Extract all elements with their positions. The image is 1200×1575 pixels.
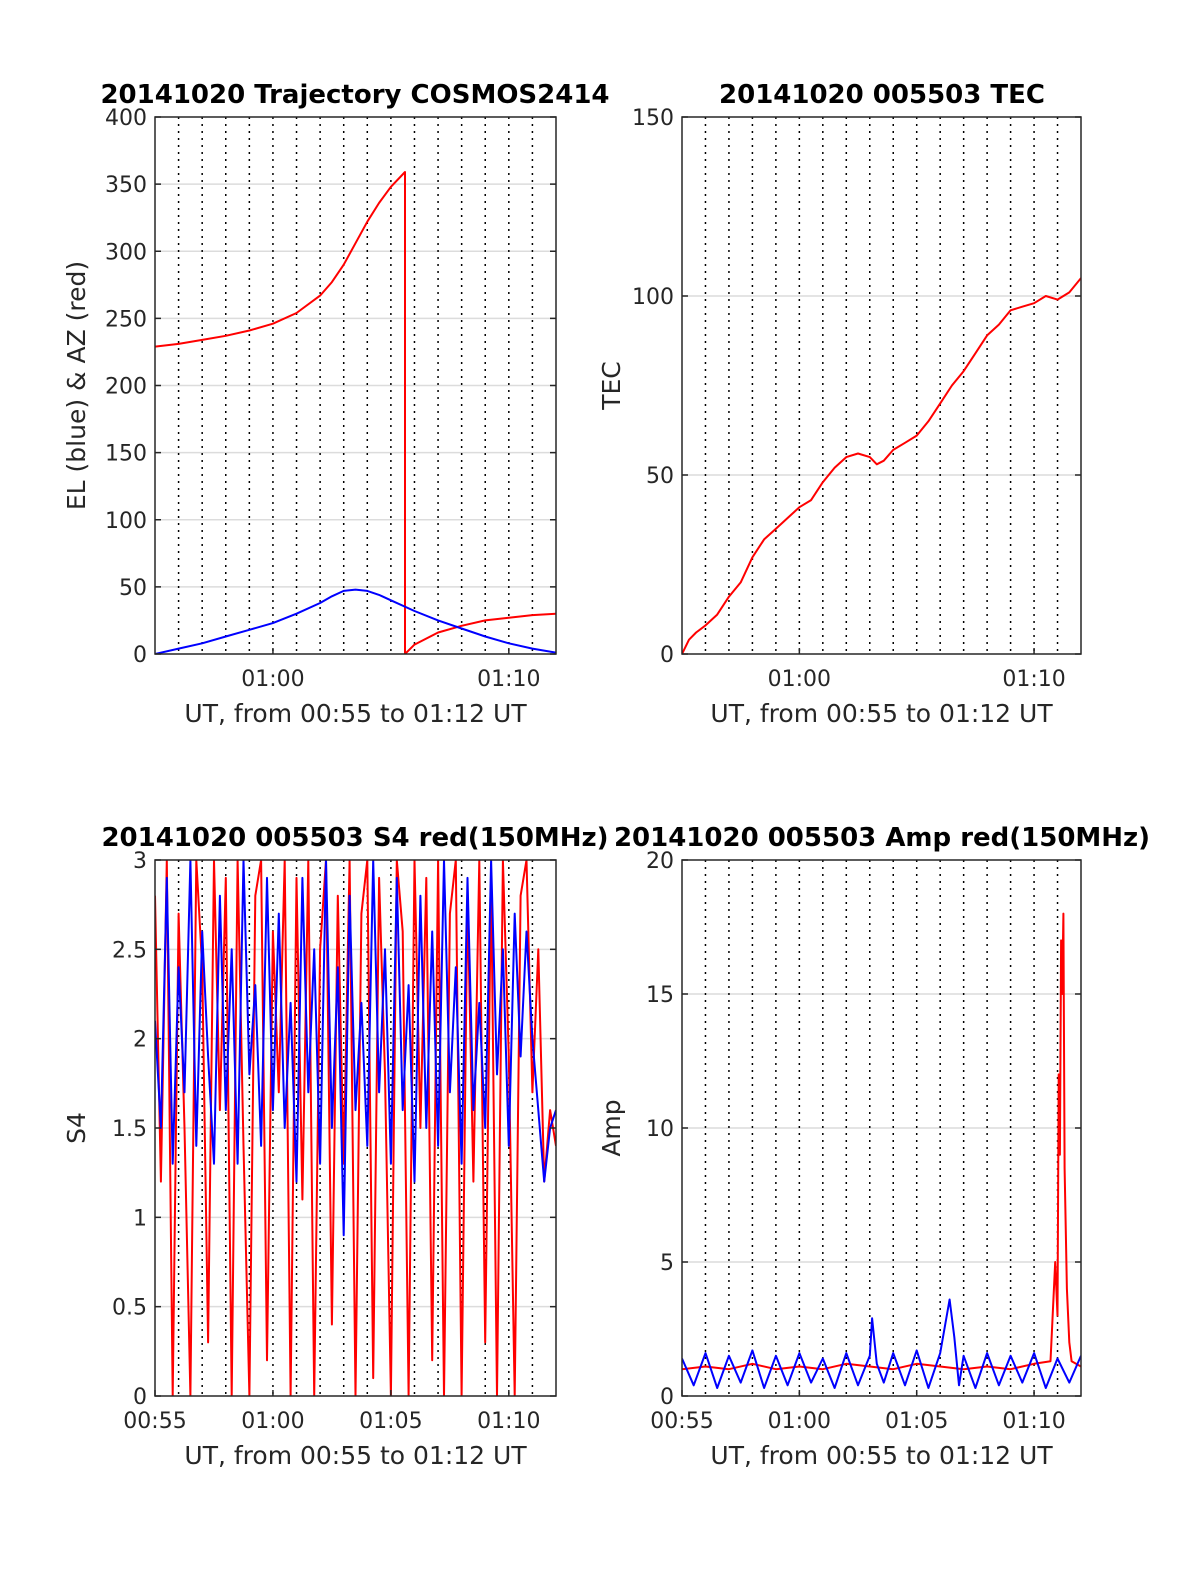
tec-ytick-label: 50 [646,464,674,489]
s4-ylabel: S4 [62,1112,91,1144]
tec-xtick-label: 01:10 [1002,667,1065,692]
s4-xtick-label: 01:05 [359,1409,422,1434]
trajectory-series-1 [155,588,556,654]
amp-title: 20141020 005503 Amp red(150MHz) [614,823,1150,853]
tec-ylabel: TEC [597,361,626,411]
s4-xlabel: UT, from 00:55 to 01:12 UT [184,1441,527,1470]
s4-xtick-label: 01:00 [241,1409,304,1434]
s4-ytick-label: 0.5 [112,1296,147,1321]
s4-xtick-label: 01:10 [477,1409,540,1434]
s4-ytick-label: 0 [133,1385,147,1410]
amp-xtick-label: 01:05 [885,1409,948,1434]
trajectory-title: 20141020 Trajectory COSMOS2414 [100,80,609,110]
s4-ytick-label: 1 [133,1206,147,1231]
s4-series-1 [155,860,556,1237]
tec-title: 20141020 005503 TEC [719,80,1045,110]
s4-series-0 [155,860,556,1396]
trajectory-ytick-label: 250 [105,307,147,332]
tec-ytick-label: 100 [632,285,674,310]
s4-title: 20141020 005503 S4 red(150MHz) [101,823,608,853]
tec-xlabel: UT, from 00:55 to 01:12 UT [710,699,1053,728]
trajectory-xtick-label: 01:00 [241,667,304,692]
tec-chart: 0 50 100 150 01:00 01:10 20141020 005503 TEC UT… [597,80,1082,728]
amp-xtick-label: 01:10 [1002,1409,1065,1434]
tec-ytick-label: 150 [632,106,674,131]
amp-chart: 0 5 10 15 20 00:55 01:00 01:05 01:10 20141020 005… [597,823,1150,1470]
s4-ytick-label: 2 [133,1028,147,1053]
amp-ytick-label: 0 [660,1385,674,1410]
amp-xtick-label: 00:55 [650,1409,713,1434]
s4-ytick-label: 3 [133,849,147,874]
trajectory-ytick-label: 50 [119,576,147,601]
trajectory-ytick-label: 0 [133,643,147,668]
trajectory-xtick-label: 01:10 [477,667,540,692]
amp-xlabel: UT, from 00:55 to 01:12 UT [710,1441,1053,1470]
tec-series-0 [682,277,1081,654]
s4-ytick-label: 2.5 [112,938,147,963]
trajectory-xlabel: UT, from 00:55 to 01:12 UT [184,699,527,728]
amp-series-0 [682,912,1081,1371]
tec-xtick-label: 01:00 [768,667,831,692]
amp-ytick-label: 5 [660,1251,674,1276]
trajectory-ytick-label: 100 [105,509,147,534]
trajectory-series-0 [155,171,556,654]
s4-chart: 0 0.5 1 1.5 2 2.5 3 00:55 01:00 01:05 01:10 2014102… [62,823,609,1470]
trajectory-chart: 0 50 100 150 200 250 300 350 400 01:00 01:10 201410… [62,80,610,728]
trajectory-ytick-label: 400 [105,106,147,131]
s4-ytick-label: 1.5 [112,1117,147,1142]
trajectory-ytick-label: 300 [105,240,147,265]
trajectory-ylabel: EL (blue) & AZ (red) [62,261,91,510]
trajectory-ytick-label: 200 [105,375,147,400]
trajectory-ytick-label: 150 [105,442,147,467]
tec-axes [681,116,1082,655]
amp-ytick-label: 20 [646,849,674,874]
s4-xtick-label: 00:55 [123,1409,186,1434]
amp-ytick-label: 10 [646,1117,674,1142]
amp-series-1 [682,1298,1081,1389]
amp-ytick-label: 15 [646,983,674,1008]
tec-ytick-label: 0 [660,643,674,668]
amp-ylabel: Amp [597,1099,626,1156]
trajectory-ytick-label: 350 [105,173,147,198]
amp-xtick-label: 01:00 [768,1409,831,1434]
